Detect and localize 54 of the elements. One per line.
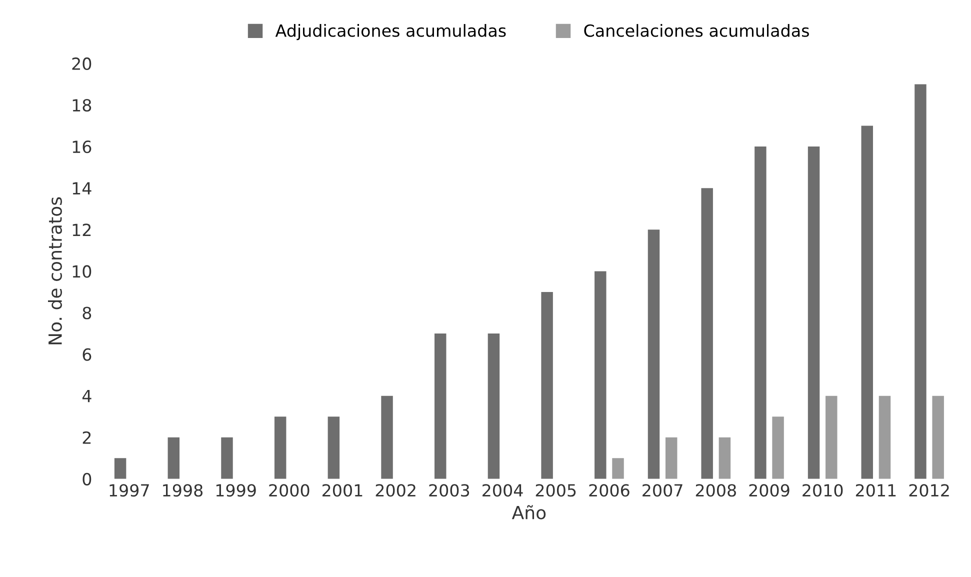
x-tick-label: 2008: [696, 484, 736, 497]
bar: [718, 437, 731, 479]
y-tick-label: 4: [82, 390, 92, 402]
bar: [168, 437, 180, 479]
bar: [541, 292, 553, 479]
bar: [114, 458, 126, 479]
bar: [861, 126, 874, 479]
x-tick-label: 2005: [536, 484, 576, 497]
bar: [221, 437, 233, 479]
y-tick-label: 18: [72, 98, 92, 112]
bar: [594, 271, 606, 479]
bar: [612, 458, 624, 479]
y-tick-label: 16: [72, 140, 92, 154]
x-tick-label: 2006: [589, 484, 630, 497]
y-tick-label: 2: [82, 431, 91, 444]
legend-label: Cancelaciones acumuladas: [584, 24, 809, 37]
x-tick-label: 2004: [482, 484, 523, 497]
y-tick-label: 14: [72, 182, 92, 194]
x-tick-label: 1999: [216, 484, 256, 497]
bar: [808, 146, 820, 479]
x-tick-label: 2000: [269, 484, 310, 497]
x-tick-label: 2002: [376, 484, 416, 497]
y-tick-label: 10: [72, 265, 92, 278]
bar: [665, 437, 678, 479]
x-tick-label: 2003: [429, 484, 470, 497]
bar: [701, 188, 713, 479]
legend-label: Adjudicaciones acumuladas: [275, 24, 506, 40]
x-tick-label: 1997: [110, 484, 149, 497]
bar: [328, 416, 340, 479]
bar: [274, 416, 286, 479]
x-tick-label: 2010: [802, 484, 843, 497]
x-tick-label: 2011: [856, 484, 896, 497]
bar: [878, 396, 891, 479]
bar: [772, 416, 784, 479]
x-tick-label: 2001: [322, 484, 362, 497]
bar: [648, 230, 660, 479]
y-tick-label: 6: [82, 348, 92, 361]
bar: [434, 334, 446, 479]
bar: [826, 396, 838, 479]
y-tick-label: 8: [82, 306, 92, 320]
y-tick-label: 0: [82, 472, 92, 486]
bar: [381, 396, 393, 479]
x-tick-label: 2012: [909, 484, 949, 497]
bar: [932, 396, 944, 479]
bar: [488, 334, 500, 479]
x-tick-label: 2007: [642, 484, 682, 497]
bar: [754, 146, 766, 479]
y-tick-label: 20: [72, 57, 92, 70]
x-axis-title: Año: [512, 505, 546, 520]
x-tick-label: 2009: [749, 484, 790, 497]
y-tick-label: 12: [72, 224, 91, 236]
y-axis-title: No. de contratos: [48, 197, 62, 344]
bar: [914, 84, 926, 479]
x-tick-label: 1998: [163, 484, 203, 497]
